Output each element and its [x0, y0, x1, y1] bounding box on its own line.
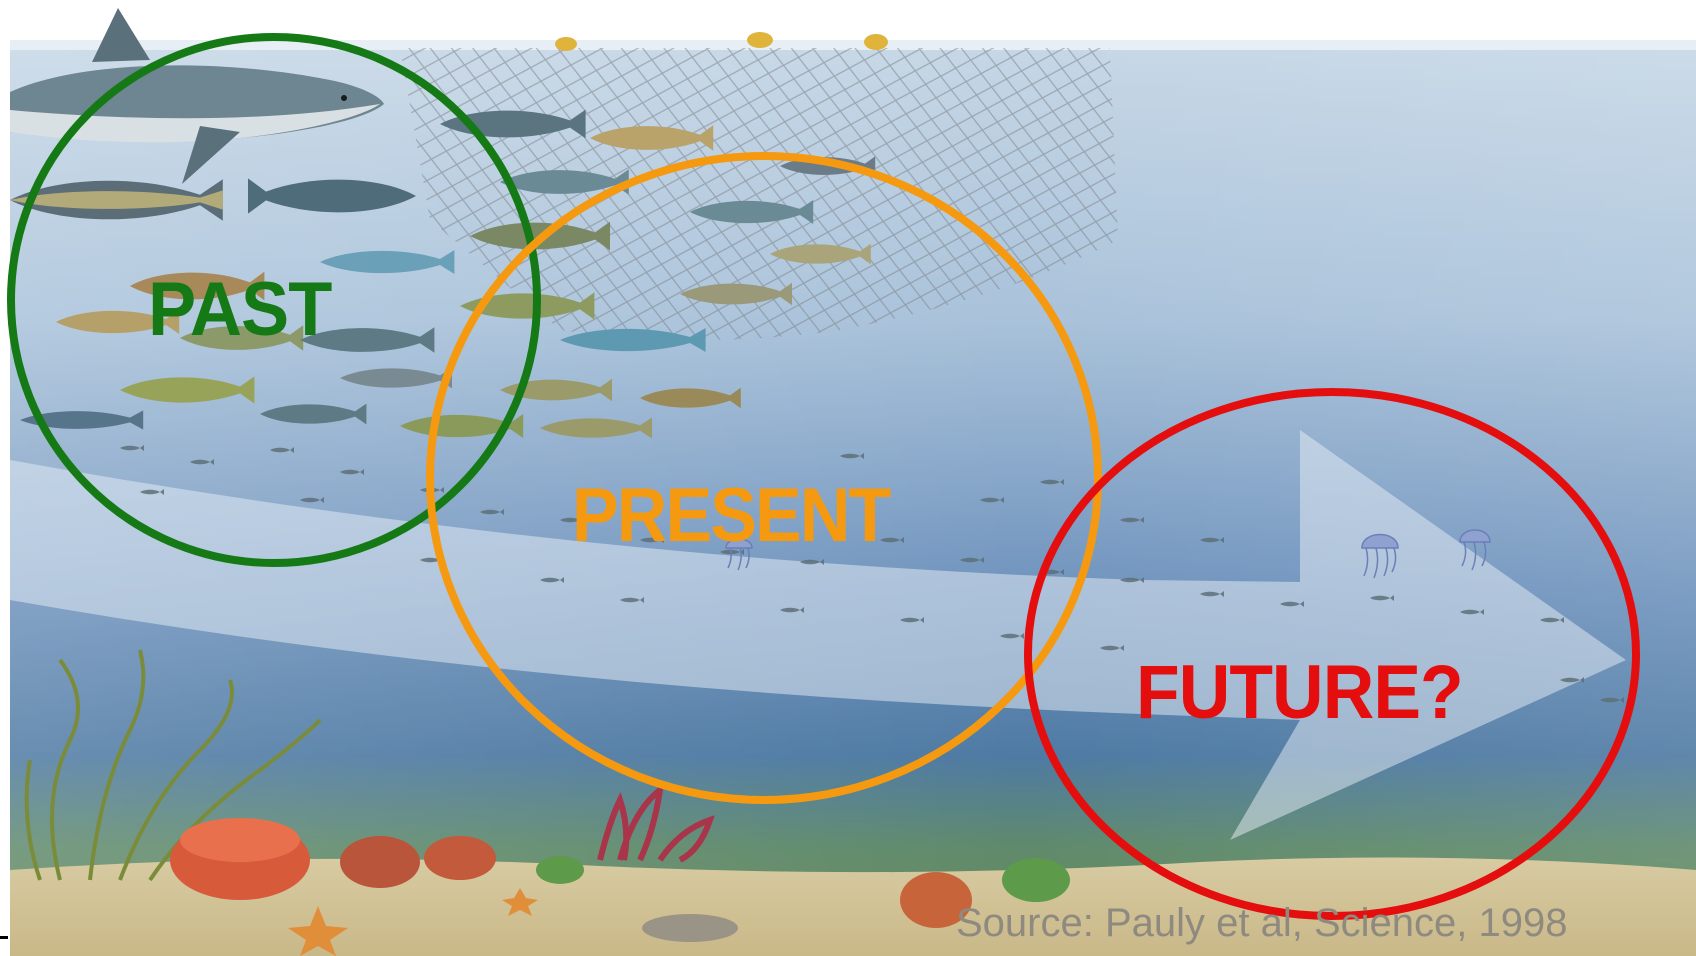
present-label: PRESENT — [572, 473, 891, 558]
past-circle — [7, 33, 541, 567]
stone — [642, 914, 738, 942]
future-label: FUTURE? — [1136, 650, 1464, 735]
source-citation: Source: Pauly et al, Science, 1998 — [956, 901, 1568, 945]
stray-dash — [0, 936, 8, 939]
sea-anemone — [170, 818, 310, 900]
net-float — [747, 32, 773, 48]
jellyfish — [725, 529, 1491, 579]
green-coral — [536, 856, 1070, 902]
trend-arrow — [10, 430, 1626, 840]
sea-floor — [10, 857, 1696, 956]
future-circle — [1024, 388, 1640, 920]
past-label: PAST — [148, 267, 332, 352]
coral — [340, 783, 972, 928]
present-circle — [426, 152, 1102, 804]
net-float — [555, 37, 577, 51]
shark — [10, 8, 384, 184]
starfish — [288, 888, 538, 956]
net-float — [864, 34, 888, 50]
